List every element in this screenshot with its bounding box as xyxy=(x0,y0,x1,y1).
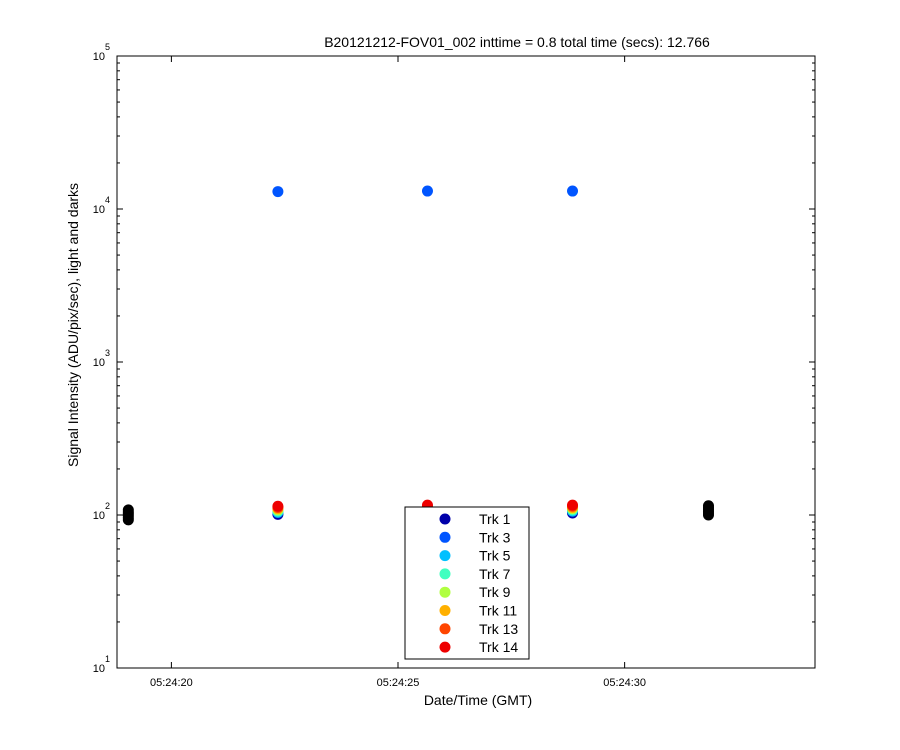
data-point xyxy=(272,186,284,198)
x-tick-label: 05:24:25 xyxy=(377,677,420,689)
data-point xyxy=(567,499,579,511)
data-point xyxy=(272,500,284,512)
dark-point xyxy=(122,504,134,516)
y-tick-exponent: 5 xyxy=(105,42,110,52)
legend-marker xyxy=(439,586,451,598)
y-tick-exponent: 4 xyxy=(105,195,110,205)
legend-label: Trk 9 xyxy=(479,584,511,600)
data-point xyxy=(567,185,579,197)
legend-marker xyxy=(439,623,451,635)
legend-label: Trk 1 xyxy=(479,511,511,527)
chart-title: B20121212-FOV01_002 inttime = 0.8 total … xyxy=(324,34,710,50)
legend-label: Trk 7 xyxy=(479,566,511,582)
legend-marker xyxy=(439,605,451,616)
x-axis-label: Date/Time (GMT) xyxy=(424,692,532,708)
y-axis-label: Signal Intensity (ADU/pix/sec), light an… xyxy=(65,183,81,467)
legend-label: Trk 14 xyxy=(479,639,518,655)
legend-marker xyxy=(439,513,451,525)
x-tick-label: 05:24:30 xyxy=(603,677,646,689)
legend-label: Trk 13 xyxy=(479,621,518,637)
legend-label: Trk 3 xyxy=(479,529,511,545)
y-tick-label: 10 xyxy=(93,357,105,369)
legend-label: Trk 11 xyxy=(479,603,517,619)
legend: Trk 1 Trk 3 Trk 5 Trk 7 Trk 9 Trk 11 Trk 13 Trk… xyxy=(404,506,530,660)
legend-marker xyxy=(439,550,451,562)
y-tick-exponent: 3 xyxy=(105,348,110,358)
y-tick-exponent: 2 xyxy=(105,501,110,511)
dark-point xyxy=(702,500,714,512)
legend-marker xyxy=(439,641,451,653)
y-tick-exponent: 1 xyxy=(105,654,110,664)
legend-marker xyxy=(439,531,451,543)
y-tick-label: 10 xyxy=(93,51,105,63)
legend-marker xyxy=(439,568,451,580)
y-tick-label: 10 xyxy=(93,510,105,522)
y-tick-label: 10 xyxy=(93,204,105,216)
legend-label: Trk 5 xyxy=(479,548,511,564)
x-tick-label: 05:24:20 xyxy=(150,677,193,689)
y-tick-label: 10 xyxy=(93,663,105,675)
data-point xyxy=(421,185,433,197)
legend-box xyxy=(404,506,530,660)
